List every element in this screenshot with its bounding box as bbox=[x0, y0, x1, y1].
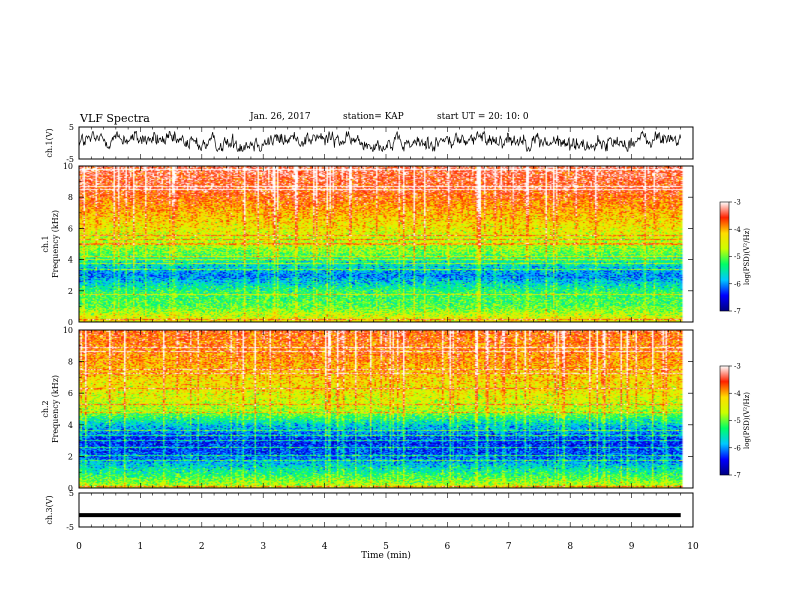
x-tick-label: 10 bbox=[687, 542, 699, 552]
station-label: station= KAP bbox=[343, 112, 404, 122]
ch1-spectrogram-channel-label: ch.1 bbox=[41, 235, 50, 252]
ch2-spectrogram-ytick-label: 4 bbox=[68, 421, 73, 430]
x-tick-label: 1 bbox=[138, 542, 144, 552]
ch1-spectrogram-colorbar-tick-label: -5 bbox=[734, 253, 741, 261]
ch3-ytick-label: 5 bbox=[69, 489, 74, 498]
ch3-ylabel: ch.3(V) bbox=[45, 495, 54, 524]
x-tick-label: 7 bbox=[506, 542, 512, 552]
ch1-spectrogram-ylabel: Frequency (kHz) bbox=[51, 210, 60, 278]
x-tick-label: 6 bbox=[445, 542, 451, 552]
ch1-spectrogram-colorbar-tick-label: -3 bbox=[734, 199, 741, 207]
ch2-spectrogram-heatmap-cells bbox=[79, 330, 693, 488]
ch3-ytick-label: -5 bbox=[66, 523, 74, 532]
ch2-spectrogram-channel-label: ch.2 bbox=[41, 400, 50, 417]
ch2-spectrogram-colorbar-tick-label: -4 bbox=[734, 390, 741, 398]
ch1-spectrogram-colorbar bbox=[719, 201, 730, 312]
ch1-spectrogram-colorbar-label: log(PSD)(V²/Hz) bbox=[743, 228, 751, 285]
ch1-spectrogram-ytick-label: 0 bbox=[68, 318, 73, 327]
ch1-spectrogram-ytick-label: 8 bbox=[68, 193, 73, 202]
ch1-ytick-label: 5 bbox=[69, 123, 74, 132]
ch1-spectrogram-ytick-label: 4 bbox=[68, 256, 73, 265]
ch1-ylabel: ch.1(V) bbox=[45, 128, 54, 157]
ch1-spectrogram-colorbar-tick-label: -4 bbox=[734, 226, 741, 234]
ch1-spectrogram-ytick-label: 6 bbox=[68, 224, 73, 233]
ch2-spectrogram-colorbar-tick-label: -7 bbox=[734, 472, 741, 480]
ch1-spectrogram-colorbar-tick-label: -6 bbox=[734, 280, 741, 288]
ch2-spectrogram-colorbar-label: log(PSD)(V²/Hz) bbox=[743, 392, 751, 449]
ch1-waveform-series bbox=[78, 130, 682, 153]
figure-title: VLF Spectra bbox=[80, 112, 150, 125]
ch2-spectrogram-ytick-label: 8 bbox=[68, 358, 73, 367]
ch2-spectrogram-ytick-label: 2 bbox=[68, 452, 73, 461]
ch3-waveform-frame bbox=[78, 492, 694, 528]
ch1-spectrogram-ytick-label: 10 bbox=[63, 162, 73, 171]
ch2-spectrogram-colorbar bbox=[719, 365, 730, 476]
ch2-spectrogram-colorbar-tick-label: -3 bbox=[734, 363, 741, 371]
x-tick-label: 4 bbox=[322, 542, 328, 552]
ch2-spectrogram-colorbar-tick-label: -6 bbox=[734, 444, 741, 452]
ch2-spectrogram-ytick-label: 0 bbox=[68, 484, 73, 493]
ch1-spectrogram-heatmap-cells bbox=[79, 166, 693, 322]
ch2-spectrogram-ytick-label: 6 bbox=[68, 389, 73, 398]
x-tick-label: 9 bbox=[629, 542, 635, 552]
start-time-label: start UT = 20: 10: 0 bbox=[437, 112, 529, 122]
ch2-spectrogram-ytick-label: 10 bbox=[63, 326, 73, 335]
ch1-spectrogram-colorbar-tick-label: -7 bbox=[734, 308, 741, 316]
x-tick-label: 5 bbox=[383, 542, 389, 552]
date-label: Jan. 26, 2017 bbox=[250, 112, 311, 122]
x-axis-label: Time (min) bbox=[361, 550, 411, 561]
ch2-spectrogram-ylabel: Frequency (kHz) bbox=[51, 375, 60, 443]
x-tick-label: 0 bbox=[76, 542, 82, 552]
ch1-ytick-label: -5 bbox=[66, 155, 74, 164]
x-tick-label: 2 bbox=[199, 542, 205, 552]
x-tick-label: 8 bbox=[567, 542, 573, 552]
x-tick-label: 3 bbox=[260, 542, 266, 552]
ch2-spectrogram-colorbar-tick-label: -5 bbox=[734, 417, 741, 425]
ch1-spectrogram-ytick-label: 2 bbox=[68, 287, 73, 296]
